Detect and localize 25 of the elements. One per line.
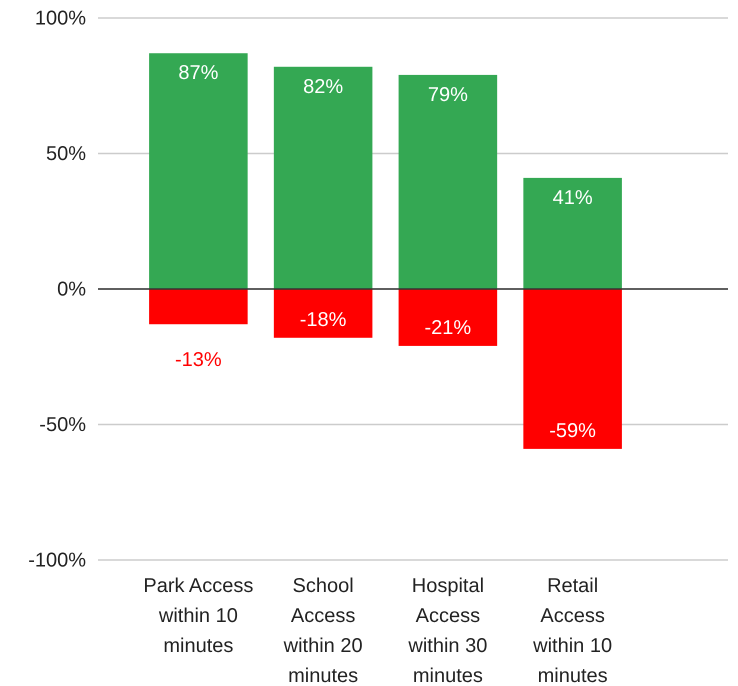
bar	[274, 66, 372, 289]
x-tick-label: Retail Access within 10 minutes	[532, 575, 612, 686]
bar	[149, 289, 248, 324]
data-label: -13%	[175, 349, 222, 372]
data-label: 82%	[303, 76, 344, 98]
x-tick-label: School Access within 20 minutes	[282, 575, 363, 686]
data-label: 79%	[428, 84, 468, 106]
data-label: 41%	[552, 186, 593, 209]
y-tick-label: 0%	[57, 278, 86, 300]
y-tick-label: -100%	[28, 549, 86, 572]
bar	[398, 289, 498, 346]
bar	[523, 289, 622, 449]
bar	[398, 74, 498, 289]
data-label: -59%	[549, 420, 596, 442]
y-tick-label: 50%	[46, 142, 86, 165]
x-tick-label: Hospital Access within 30 minutes	[407, 575, 488, 686]
data-label: -18%	[300, 308, 347, 331]
data-label: -21%	[424, 316, 472, 339]
y-tick-label: -50%	[39, 414, 86, 436]
y-tick-label: 100%	[34, 7, 86, 30]
data-label: 87%	[178, 62, 219, 84]
x-tick-label: Park Access within 10 minutes	[143, 575, 254, 657]
bar	[149, 53, 248, 289]
bar	[523, 178, 622, 289]
bar	[274, 289, 372, 338]
